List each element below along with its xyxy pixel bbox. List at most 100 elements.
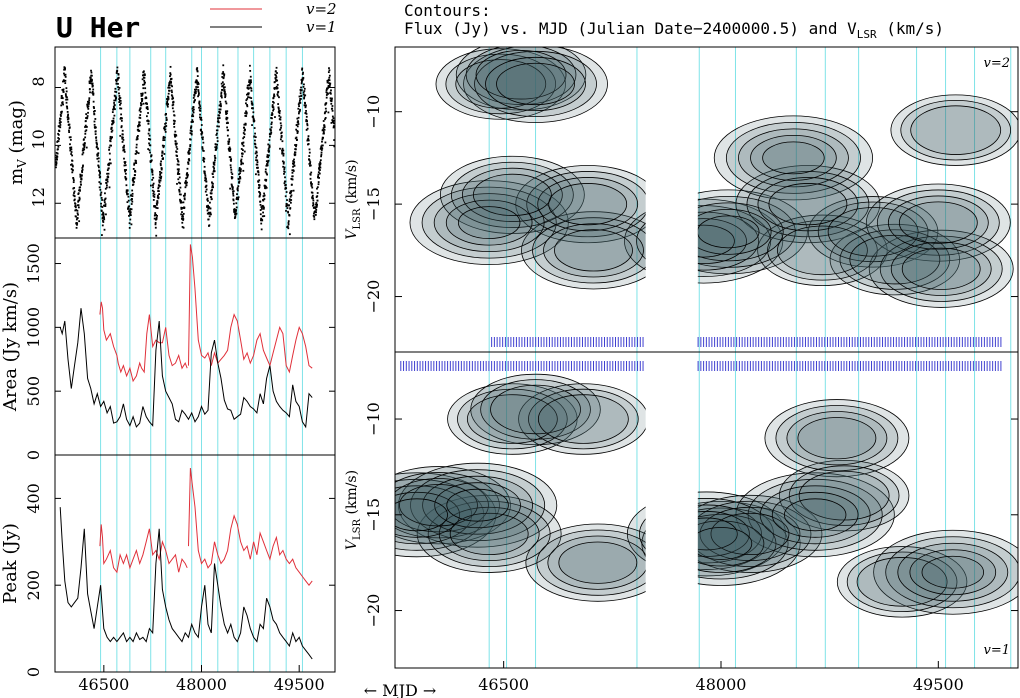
mag-point bbox=[113, 114, 116, 117]
mag-point bbox=[129, 214, 132, 217]
mag-point bbox=[241, 153, 244, 155]
mag-point bbox=[62, 88, 65, 91]
mag-point bbox=[216, 140, 219, 143]
mag-point bbox=[86, 105, 89, 107]
mag-point bbox=[132, 168, 135, 170]
mag-point bbox=[235, 212, 238, 215]
mag-point bbox=[332, 121, 335, 124]
contour bbox=[433, 193, 545, 253]
mag-point bbox=[260, 228, 263, 231]
mag-point bbox=[68, 129, 70, 132]
mag-point bbox=[266, 154, 269, 156]
mag-point bbox=[292, 189, 295, 192]
mag-point bbox=[128, 227, 131, 229]
contour bbox=[490, 384, 581, 435]
mag-point bbox=[147, 122, 150, 125]
mag-point bbox=[177, 168, 180, 171]
mag-point bbox=[230, 171, 233, 174]
mag-point bbox=[93, 107, 95, 110]
mag-point bbox=[178, 193, 181, 196]
mag-point bbox=[297, 103, 300, 106]
mag-point bbox=[277, 90, 280, 93]
mag-point bbox=[217, 117, 220, 120]
mag-point bbox=[309, 161, 312, 163]
mag-point bbox=[88, 97, 91, 100]
mag-point bbox=[306, 123, 309, 125]
mag-point bbox=[177, 160, 180, 163]
mag-point bbox=[233, 211, 236, 214]
mag-point bbox=[126, 193, 129, 195]
mag-point bbox=[162, 146, 165, 149]
mag-point bbox=[151, 189, 154, 192]
mag-point bbox=[222, 87, 225, 89]
mag-point bbox=[221, 76, 224, 78]
mag-point bbox=[151, 178, 154, 181]
mag-point bbox=[322, 127, 325, 129]
mag-point bbox=[170, 89, 173, 92]
mag-point bbox=[255, 146, 258, 149]
mag-point bbox=[121, 133, 124, 136]
y-tick-label: 0 bbox=[24, 450, 43, 460]
mag-point bbox=[247, 92, 250, 95]
mag-point bbox=[296, 132, 299, 134]
mag-point bbox=[278, 109, 281, 112]
mag-point bbox=[307, 137, 310, 140]
mag-point bbox=[216, 125, 219, 128]
contour bbox=[485, 56, 586, 112]
mag-point bbox=[67, 116, 70, 119]
mag-point bbox=[162, 139, 165, 142]
mag-point bbox=[318, 172, 321, 175]
mag-point bbox=[118, 92, 120, 95]
mag-point bbox=[330, 122, 333, 124]
mag-point bbox=[245, 99, 248, 102]
mag-point bbox=[308, 159, 311, 162]
mag-point bbox=[74, 206, 77, 209]
mag-point bbox=[244, 123, 247, 125]
mag-point bbox=[251, 124, 253, 126]
mag-point bbox=[214, 159, 216, 162]
mag-point bbox=[222, 76, 225, 79]
mag-point bbox=[275, 76, 278, 79]
mag-point bbox=[296, 138, 298, 141]
mag-point bbox=[273, 88, 276, 90]
mag-point bbox=[159, 173, 162, 175]
mag-point bbox=[106, 178, 109, 181]
contour bbox=[537, 177, 639, 232]
contour bbox=[528, 388, 639, 450]
mag-point bbox=[245, 112, 248, 115]
mag-point bbox=[256, 161, 259, 164]
mag-point bbox=[255, 173, 257, 176]
mag-point bbox=[193, 101, 195, 104]
mag-point bbox=[61, 101, 64, 104]
mag-point bbox=[99, 175, 102, 178]
contour bbox=[879, 235, 1003, 302]
mag-point bbox=[105, 182, 108, 185]
contour bbox=[921, 555, 985, 589]
mag-point bbox=[282, 162, 285, 165]
mag-point bbox=[108, 162, 111, 165]
mag-point bbox=[321, 147, 324, 150]
mag-point bbox=[115, 97, 118, 99]
mag-point bbox=[161, 154, 163, 157]
mag-point bbox=[152, 184, 154, 187]
mag-point bbox=[222, 84, 224, 87]
mag-point bbox=[82, 147, 85, 150]
mag-point bbox=[148, 149, 151, 152]
mag-point bbox=[237, 196, 240, 199]
mag-point bbox=[189, 132, 192, 135]
mag-point bbox=[290, 191, 292, 194]
mag-point bbox=[152, 199, 155, 201]
mag-point bbox=[114, 90, 117, 93]
mag-point bbox=[223, 73, 226, 76]
mag-point bbox=[131, 189, 134, 192]
mag-point bbox=[223, 89, 226, 91]
mag-point bbox=[224, 91, 226, 93]
mag-point bbox=[311, 191, 314, 194]
mag-point bbox=[84, 124, 87, 127]
mag-point bbox=[262, 211, 264, 214]
mag-point bbox=[124, 164, 127, 167]
mag-point bbox=[195, 86, 198, 88]
mag-point bbox=[254, 152, 257, 155]
contour bbox=[897, 542, 1009, 602]
mag-point bbox=[200, 124, 203, 126]
